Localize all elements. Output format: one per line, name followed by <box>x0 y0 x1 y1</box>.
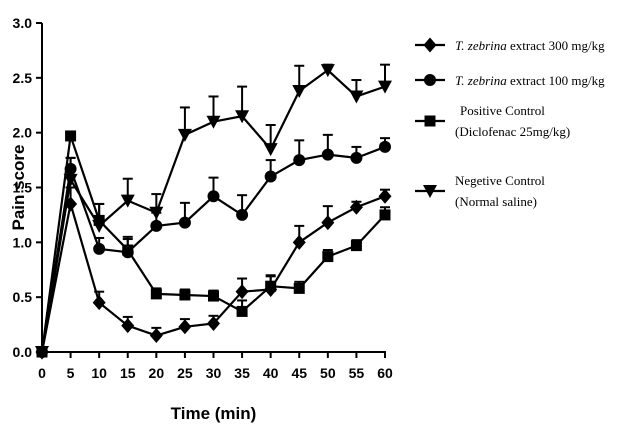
data-point <box>150 220 162 232</box>
data-point <box>379 189 392 204</box>
legend: T. zebrina extract 300 mg/kg T. zebrina e… <box>415 38 605 210</box>
y-tick-label: 0.0 <box>13 344 33 360</box>
series-1 <box>36 188 392 360</box>
data-point <box>93 243 105 255</box>
data-point <box>293 235 306 250</box>
legend-item-1: T. zebrina extract 300 mg/kg <box>415 38 605 54</box>
legend-label: Positive Control (Diclofenac 25mg/kg) <box>455 103 570 139</box>
data-point <box>208 190 220 202</box>
legend-item-3: Positive Control (Diclofenac 25mg/kg) <box>415 103 570 139</box>
data-point <box>150 328 163 343</box>
data-point <box>378 81 392 94</box>
y-tick-label: 1.0 <box>13 234 33 250</box>
data-point <box>93 295 106 310</box>
legend-item-4: Negetive Control (Normal saline) <box>415 173 545 209</box>
data-point <box>236 209 248 221</box>
data-point <box>121 318 134 333</box>
series-layer <box>35 64 392 359</box>
x-tick-label: 10 <box>91 365 107 381</box>
data-point <box>380 209 391 220</box>
x-tick-label: 30 <box>206 365 222 381</box>
data-point <box>349 90 363 103</box>
data-point <box>322 251 333 262</box>
data-point <box>351 240 362 251</box>
legend-marker <box>424 38 437 53</box>
x-tick-label: 0 <box>38 365 46 381</box>
legend-marker <box>425 116 436 127</box>
legend-marker <box>424 74 436 86</box>
data-point <box>179 217 191 229</box>
x-tick-label: 35 <box>234 365 250 381</box>
x-tick-label: 25 <box>177 365 193 381</box>
data-point <box>322 149 334 161</box>
legend-label: Negetive Control (Normal saline) <box>455 173 545 209</box>
legend-label: T. zebrina extract 300 mg/kg <box>455 38 605 53</box>
data-point <box>292 85 306 98</box>
x-tick-label: 40 <box>263 365 279 381</box>
data-point <box>350 152 362 164</box>
x-tick-label: 5 <box>67 365 75 381</box>
y-tick-label: 0.5 <box>13 289 33 305</box>
data-point <box>379 141 391 153</box>
x-tick-label: 60 <box>377 365 393 381</box>
data-point <box>264 143 278 156</box>
x-tick-label: 45 <box>291 365 307 381</box>
legend-item-2: T. zebrina extract 100 mg/kg <box>415 73 605 88</box>
y-tick-label: 3.0 <box>13 15 33 31</box>
data-point <box>293 154 305 166</box>
y-axis-label: Pain score <box>9 145 28 231</box>
data-point <box>151 288 162 299</box>
data-point <box>208 291 219 302</box>
data-point <box>122 245 133 256</box>
data-point <box>179 289 190 300</box>
x-tick-label: 20 <box>149 365 165 381</box>
data-point <box>65 130 76 141</box>
data-point <box>207 116 221 129</box>
x-tick-label: 15 <box>120 365 136 381</box>
data-point <box>178 319 191 334</box>
data-point <box>321 215 334 230</box>
data-point <box>178 129 192 142</box>
y-tick-label: 2.0 <box>13 125 33 141</box>
x-tick-label: 55 <box>349 365 365 381</box>
x-tick-label: 50 <box>320 365 336 381</box>
legend-label: T. zebrina extract 100 mg/kg <box>455 73 605 88</box>
data-point <box>237 306 248 317</box>
x-axis-label: Time (min) <box>171 404 257 423</box>
data-point <box>294 283 305 294</box>
series-4 <box>35 64 392 359</box>
y-tick-label: 2.5 <box>13 70 33 86</box>
data-point <box>265 171 277 183</box>
data-point <box>265 281 276 292</box>
